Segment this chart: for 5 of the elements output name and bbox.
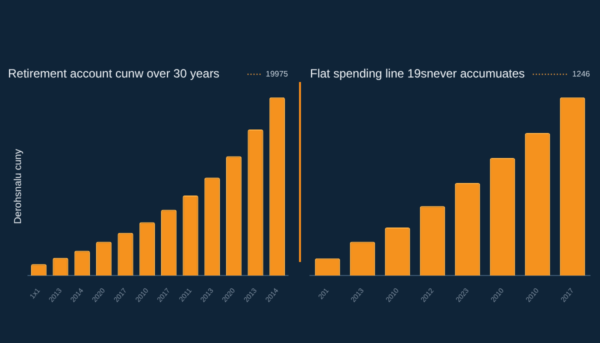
chart-title: Flat spending line 19snever accumuates <box>310 66 525 80</box>
chart-title: Retirement account cunw over 30 years <box>8 66 220 80</box>
text: 19975 <box>266 68 289 78</box>
text: 1246 <box>572 68 591 78</box>
y-axis-title: Derohsnalu cuny <box>12 148 24 224</box>
